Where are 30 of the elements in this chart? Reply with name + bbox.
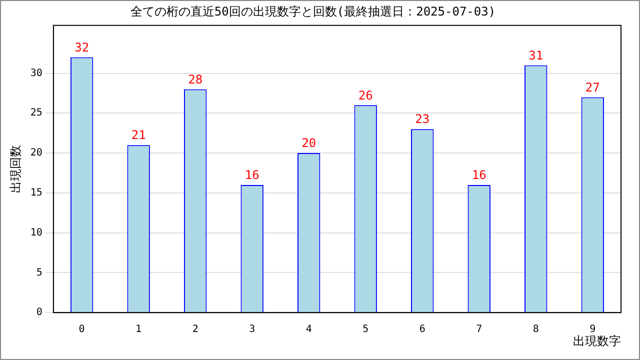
data-label: 32	[74, 40, 90, 54]
data-label: 27	[585, 80, 600, 94]
x-tick-label: 3	[249, 324, 256, 336]
data-label: 20	[302, 136, 316, 150]
x-tick-label: 5	[362, 324, 369, 336]
data-label: 28	[188, 72, 203, 86]
data-label: 21	[131, 128, 146, 142]
y-tick-label: 5	[36, 267, 42, 278]
x-tick-label: 6	[419, 324, 426, 336]
x-tick-label: 7	[476, 324, 482, 336]
y-tick-label: 30	[30, 68, 42, 79]
x-tick-label: 9	[590, 324, 596, 336]
data-label: 16	[244, 168, 260, 182]
data-label: 23	[415, 112, 430, 126]
y-tick-label: 0	[36, 307, 42, 318]
y-tick-label: 25	[30, 108, 42, 119]
x-axis-title: 出現数字	[573, 334, 621, 348]
x-tick-label: 2	[192, 324, 198, 336]
y-axis-title: 出現回数	[8, 145, 22, 193]
x-tick-label: 1	[136, 324, 142, 336]
y-tick-label: 15	[30, 188, 42, 199]
data-label: 16	[472, 168, 486, 182]
x-tick-label: 0	[78, 324, 85, 336]
y-tick-label: 10	[30, 227, 42, 238]
chart-title: 全ての桁の直近50回の出現数字と回数(最終抽選日：2025-07-03)	[130, 4, 496, 18]
data-label: 31	[528, 48, 544, 62]
data-label: 26	[358, 88, 373, 102]
x-tick-label: 8	[532, 324, 539, 336]
y-tick-label: 20	[30, 148, 42, 159]
x-tick-label: 4	[306, 324, 312, 336]
